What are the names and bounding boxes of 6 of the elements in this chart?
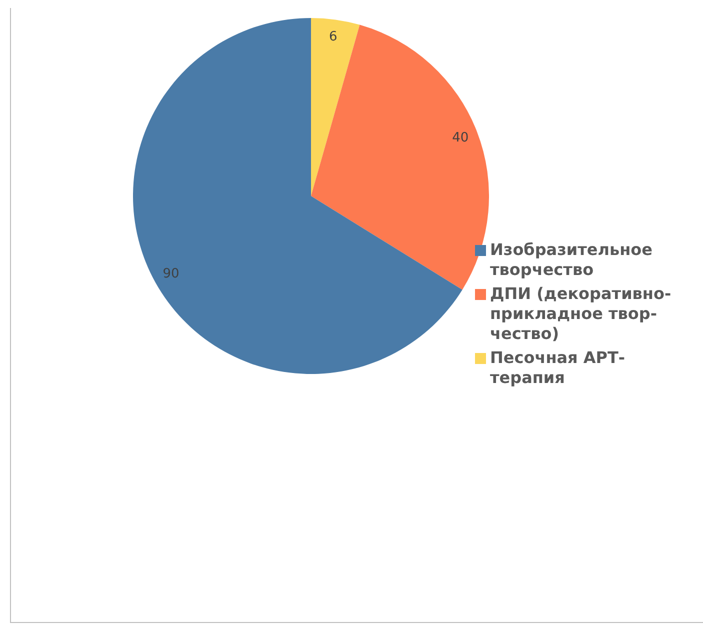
legend-label: Изобразительное творчество: [490, 240, 654, 280]
data-label: 90: [162, 266, 180, 282]
data-label: 40: [452, 130, 469, 146]
legend-label: ДПИ (декоративно-прикладное твор-чество): [490, 284, 672, 344]
data-label: 6: [328, 30, 338, 45]
legend-label: Песочная АРТ-терапия: [490, 348, 626, 388]
